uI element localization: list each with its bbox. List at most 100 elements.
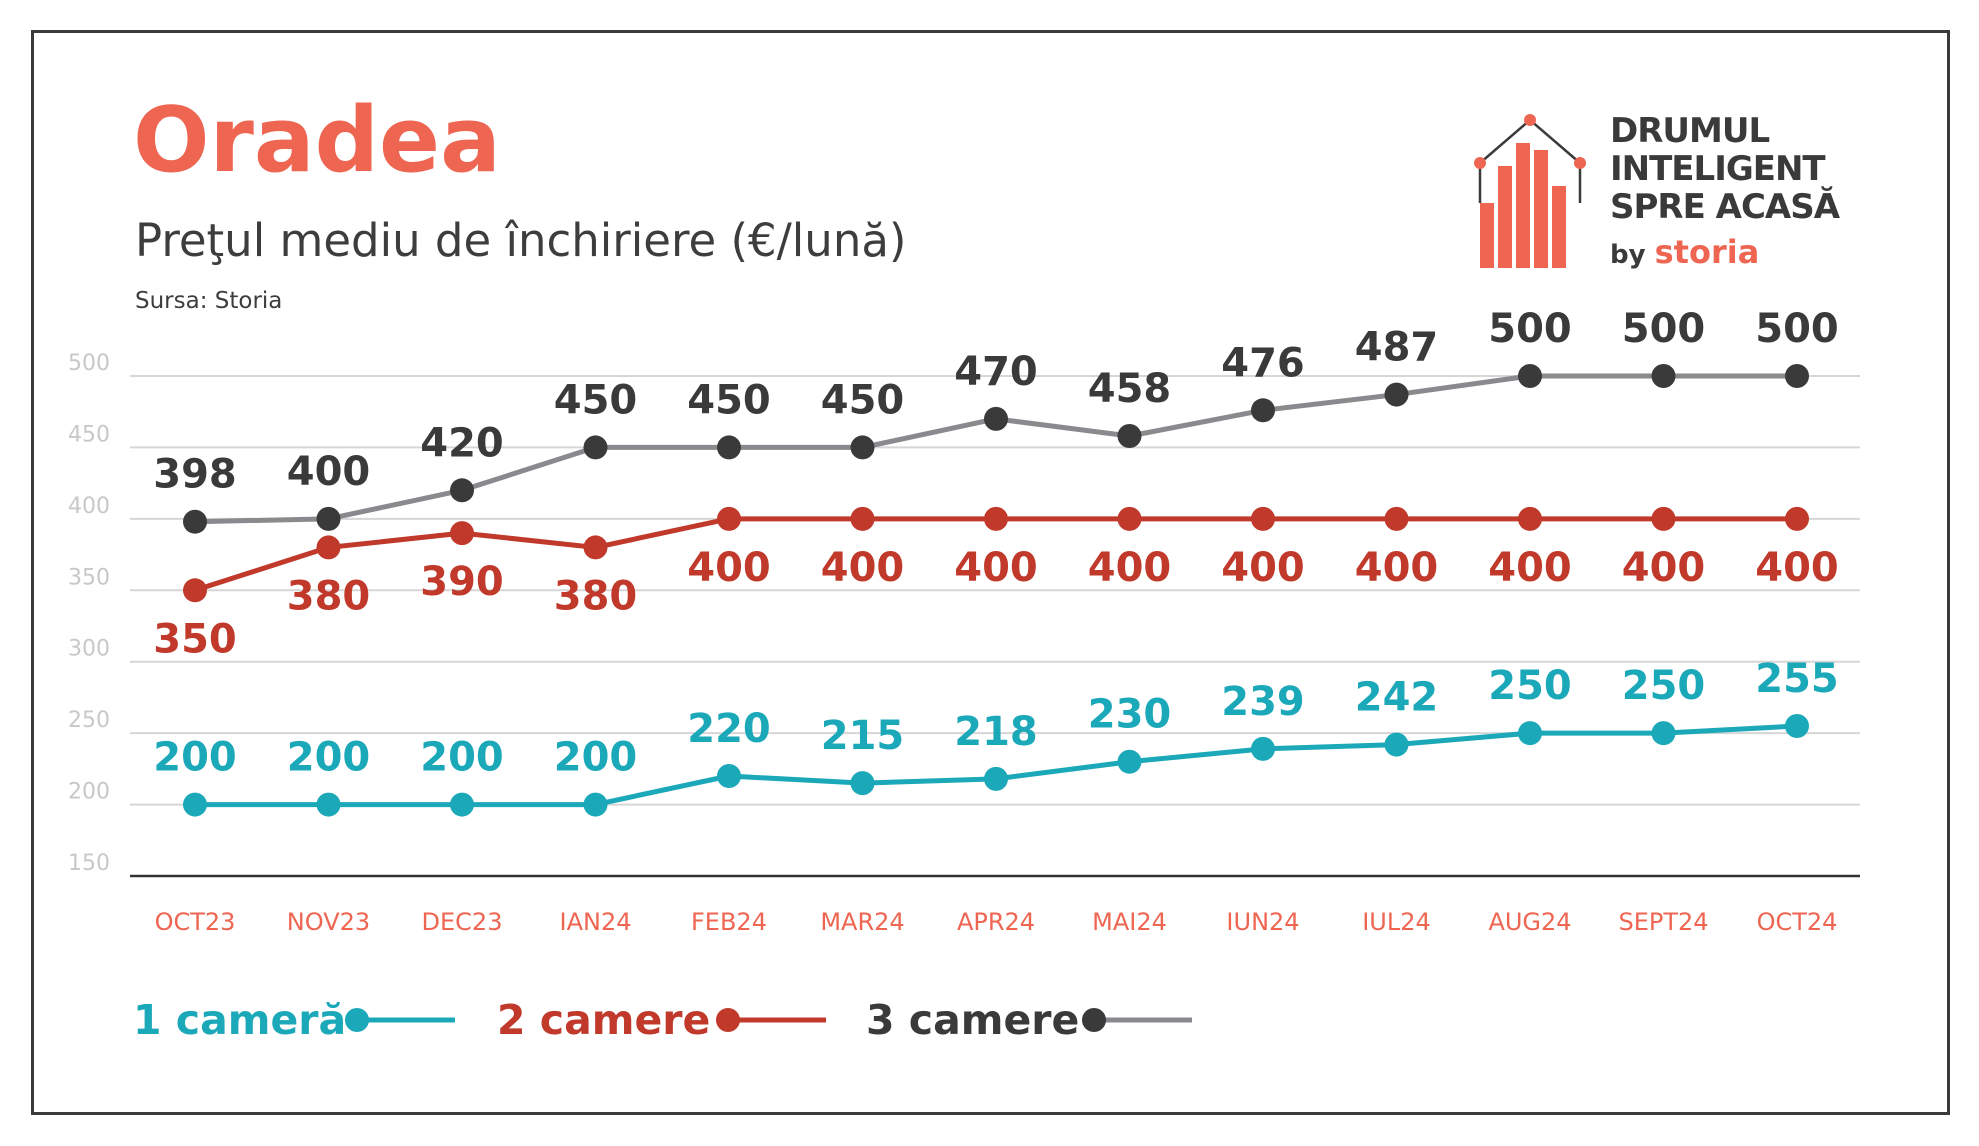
x-tick-label: NOV23 <box>287 908 370 936</box>
data-label: 390 <box>420 559 504 605</box>
x-tick-label: OCT23 <box>155 908 236 936</box>
data-label: 215 <box>821 713 905 759</box>
data-point <box>717 435 741 460</box>
data-label: 250 <box>1488 663 1572 709</box>
data-label: 255 <box>1755 656 1839 702</box>
source-note: Sursa: Storia <box>135 288 283 314</box>
x-tick-label: MAR24 <box>820 908 904 936</box>
data-point <box>984 506 1008 531</box>
data-label: 400 <box>1221 545 1305 591</box>
data-label: 380 <box>287 573 371 619</box>
data-point <box>1251 736 1275 761</box>
data-label: 242 <box>1355 675 1439 721</box>
x-tick-label: MAI24 <box>1092 908 1167 936</box>
data-label: 350 <box>153 616 237 662</box>
data-label: 239 <box>1221 679 1305 725</box>
data-point <box>850 435 875 460</box>
data-label: 400 <box>687 545 771 591</box>
data-label: 500 <box>1488 306 1572 352</box>
data-label: 400 <box>287 449 371 495</box>
data-label: 230 <box>1088 692 1172 738</box>
data-point <box>1518 506 1542 531</box>
data-label: 500 <box>1755 306 1839 352</box>
x-tick-label: APR24 <box>957 908 1035 936</box>
logo-byline: by storia <box>1610 236 1759 268</box>
data-point <box>450 521 474 546</box>
data-label: 398 <box>153 452 237 498</box>
legend-label-2-camere: 2 camere <box>497 996 711 1044</box>
y-tick-label: 350 <box>68 565 110 590</box>
data-point <box>583 792 608 817</box>
data-point <box>717 506 741 531</box>
data-label: 250 <box>1622 663 1706 709</box>
data-label: 220 <box>687 706 771 752</box>
data-point <box>183 509 207 534</box>
logo-line-2: INTELIGENT <box>1610 149 1826 189</box>
x-tick-label: IUN24 <box>1226 908 1299 936</box>
data-point <box>717 764 741 788</box>
data-point <box>316 792 341 817</box>
y-tick-label: 450 <box>68 422 110 447</box>
logo-by: by <box>1610 240 1646 270</box>
y-tick-label: 200 <box>68 780 110 805</box>
data-point <box>583 435 608 460</box>
data-label: 200 <box>287 735 371 781</box>
x-tick-label: IUL24 <box>1362 908 1431 936</box>
data-label: 400 <box>1488 545 1572 591</box>
data-label: 450 <box>554 377 638 423</box>
chart-subtitle: Preţul mediu de închiriere (€/lună) <box>135 214 907 267</box>
data-point <box>1785 714 1809 738</box>
x-tick-label: OCT24 <box>1757 908 1838 936</box>
data-label: 200 <box>420 735 504 781</box>
y-tick-label: 250 <box>68 708 110 733</box>
legend-label-3-camere: 3 camere <box>866 996 1080 1044</box>
data-point <box>1785 506 1809 531</box>
data-point <box>1518 364 1542 388</box>
y-tick-label: 300 <box>68 637 110 662</box>
y-tick-label: 500 <box>68 351 110 376</box>
data-label: 470 <box>954 349 1038 395</box>
legend-dot-marker <box>716 1008 740 1032</box>
data-point <box>1518 721 1542 746</box>
y-tick-label: 400 <box>68 494 110 519</box>
data-label: 380 <box>554 573 638 619</box>
legend-dot-marker <box>345 1008 369 1032</box>
data-label: 400 <box>1088 545 1172 591</box>
data-point <box>1384 732 1409 757</box>
x-tick-label: FEB24 <box>691 908 767 936</box>
data-point <box>1785 364 1809 388</box>
data-point <box>850 506 875 531</box>
data-point <box>1651 364 1676 388</box>
data-point <box>1117 506 1142 531</box>
house-bars-logo-icon <box>1474 114 1586 268</box>
legend-dot-marker <box>1082 1008 1106 1032</box>
logo-wordmark: DRUMUL INTELIGENT SPRE ACASĂ <box>1610 112 1840 227</box>
data-point <box>984 406 1008 431</box>
data-point <box>183 578 207 603</box>
data-label: 400 <box>821 545 905 591</box>
data-label: 450 <box>821 377 905 423</box>
y-tick-label: 150 <box>68 851 110 876</box>
x-tick-label: DEC23 <box>422 908 503 936</box>
page-title: Oradea <box>133 88 501 193</box>
data-point <box>583 535 608 560</box>
data-point <box>1651 506 1676 531</box>
logo-brand: storia <box>1654 233 1760 271</box>
data-label: 500 <box>1622 306 1706 352</box>
x-tick-label: AUG24 <box>1488 908 1571 936</box>
legend-label-1-camera: 1 cameră <box>133 996 347 1044</box>
data-point <box>1651 721 1676 746</box>
data-label: 218 <box>954 709 1038 755</box>
data-point <box>183 792 207 817</box>
logo-line-3: SPRE ACASĂ <box>1610 187 1840 227</box>
data-point <box>1251 506 1275 531</box>
data-point <box>316 535 341 560</box>
data-label: 400 <box>954 545 1038 591</box>
data-point <box>450 478 474 503</box>
chart-frame <box>31 30 1950 1115</box>
data-point <box>1384 382 1409 407</box>
data-point <box>1384 506 1409 531</box>
legend: 1 cameră 2 camere 3 camere <box>0 995 1979 1045</box>
data-label: 400 <box>1355 545 1439 591</box>
